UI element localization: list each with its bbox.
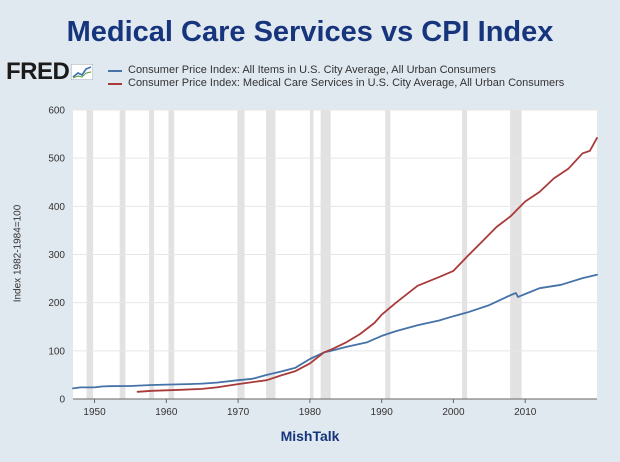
legend-item-cpi-medical: Consumer Price Index: Medical Care Servi…: [108, 77, 608, 90]
fred-logo-text: FRED: [6, 58, 70, 85]
footer-credit: MishTalk: [280, 428, 340, 444]
y-tick-label: 100: [48, 346, 65, 357]
x-tick-label: 1950: [83, 407, 106, 418]
y-tick-label: 500: [48, 154, 65, 165]
x-tick-label: 1980: [299, 407, 322, 418]
y-tick-label: 400: [48, 202, 65, 213]
y-tick-label: 0: [59, 395, 65, 406]
series-line-1: [136, 136, 598, 393]
legend-swatch-cpi-medical: [108, 83, 122, 85]
x-tick-label: 1970: [227, 407, 250, 418]
legend-item-cpi-all: Consumer Price Index: All Items in U.S. …: [108, 64, 608, 77]
y-tick-label: 300: [48, 250, 65, 261]
y-tick-label: 600: [48, 106, 65, 117]
y-tick-label: 200: [48, 298, 65, 309]
x-tick-label: 1990: [371, 407, 394, 418]
x-tick-label: 2010: [514, 407, 537, 418]
x-tick-label: 1960: [155, 407, 178, 418]
fred-logo: FRED: [6, 58, 94, 86]
fred-chart-icon: [71, 64, 94, 80]
chart-legend: Consumer Price Index: All Items in U.S. …: [108, 64, 608, 90]
x-tick-label: 2000: [442, 407, 465, 418]
legend-label-cpi-medical: Consumer Price Index: Medical Care Servi…: [128, 77, 565, 89]
legend-label-cpi-all: Consumer Price Index: All Items in U.S. …: [128, 64, 496, 76]
chart-title: Medical Care Services vs CPI Index: [66, 16, 554, 48]
legend-swatch-cpi-all: [108, 70, 122, 72]
